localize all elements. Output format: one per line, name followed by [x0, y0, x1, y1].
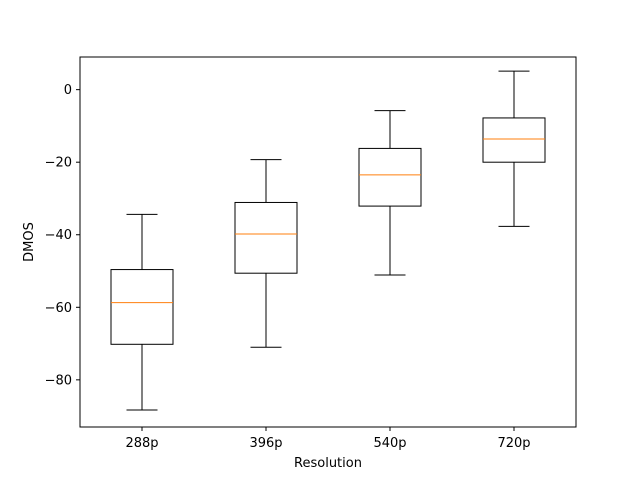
- box-iqr: [110, 269, 174, 345]
- y-tick-label: 0: [64, 83, 72, 98]
- x-tick-label: 396p: [249, 436, 282, 451]
- box-iqr: [234, 201, 298, 274]
- box-group-288p: [110, 213, 174, 411]
- x-tick-label: 540p: [373, 436, 406, 451]
- box-group-720p: [482, 70, 546, 227]
- x-tick-label: 288p: [125, 436, 158, 451]
- box-iqr: [482, 117, 546, 163]
- plot-frame: [79, 56, 577, 428]
- y-axis-label: DMOS: [22, 222, 37, 262]
- plot-layer: [110, 70, 546, 411]
- x-axis-label: Resolution: [294, 456, 362, 471]
- y-tick-label: −20: [45, 156, 72, 171]
- box-group-540p: [358, 110, 422, 276]
- y-tick-label: −80: [45, 373, 72, 388]
- y-axis-ticks: 0 −20 −40 −60 −80: [45, 83, 80, 388]
- x-tick-label: 720p: [497, 436, 530, 451]
- x-axis-ticks: 288p 396p 540p 720p: [125, 427, 531, 451]
- y-tick-label: −60: [45, 301, 72, 316]
- y-tick-label: −40: [45, 228, 72, 243]
- box-group-396p: [234, 159, 298, 348]
- box-iqr: [358, 147, 422, 207]
